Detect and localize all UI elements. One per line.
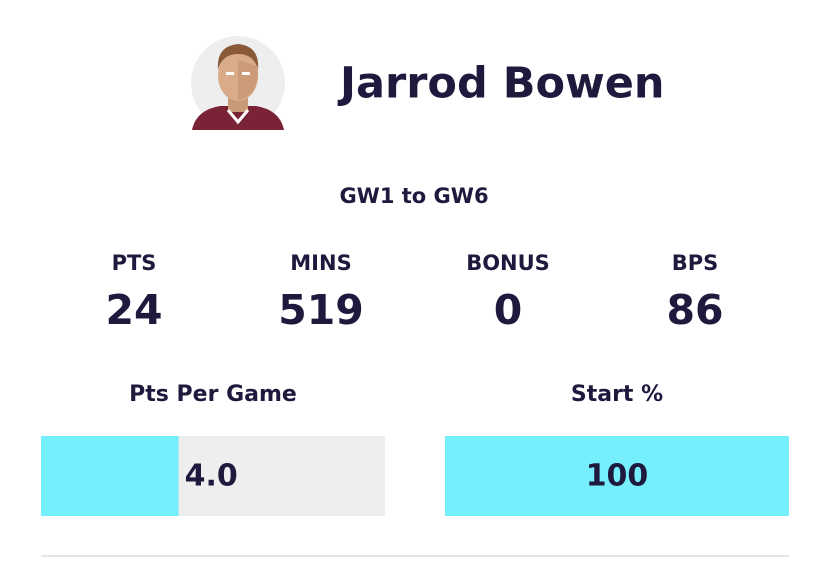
stat-value: 86 (666, 286, 723, 334)
stat-label: MINS (290, 251, 351, 275)
player-name: Jarrod Bowen (337, 59, 665, 109)
stat-label: BPS (672, 251, 719, 275)
bar-value: 100 (586, 459, 649, 494)
bar-value: 4.0 (185, 459, 238, 494)
bar-label: Pts Per Game (129, 382, 297, 407)
period: GW1 to GW6 (339, 184, 488, 208)
bar-fill (445, 436, 789, 516)
stat-label: BONUS (466, 251, 550, 275)
stat-value: 24 (105, 286, 162, 334)
avatar (191, 36, 285, 130)
bar-fill (41, 436, 179, 516)
stat-label: PTS (112, 251, 157, 275)
stat-value: 0 (494, 286, 523, 334)
bar-label: Start % (571, 382, 663, 407)
stat-value: 519 (278, 286, 364, 334)
